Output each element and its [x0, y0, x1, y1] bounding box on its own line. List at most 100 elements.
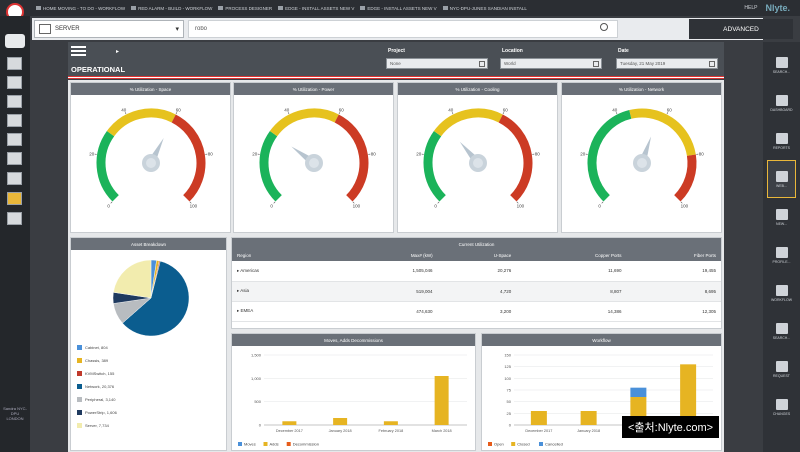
gauge-title: % Utilization - Space: [71, 83, 230, 95]
y-tick-label: 150: [504, 353, 511, 358]
rightnav-label: NEW...: [776, 221, 787, 226]
y-tick-label: 500: [254, 399, 261, 404]
nav-tool-icon: [775, 284, 788, 296]
rightnav-item[interactable]: CHANGES: [767, 388, 796, 426]
advanced-button[interactable]: ADVANCED: [689, 19, 793, 39]
moves-chart: 0 500 1,000 1,500 December 2017 January 2018 F…: [238, 353, 467, 447]
rightnav-item[interactable]: REQUEST: [767, 350, 796, 388]
expand-icon[interactable]: ▸: [237, 288, 241, 293]
rightnav-item[interactable]: SEARCH...: [767, 46, 796, 84]
rightnav-item[interactable]: WEB...: [767, 160, 796, 198]
watermark: <출처:Nlyte.com>: [622, 416, 720, 438]
breadcrumb-item[interactable]: RED ALARM - BUILD - WORKFLOW: [131, 6, 212, 11]
chart-icon[interactable]: [7, 152, 22, 165]
gauge-tick: [601, 201, 604, 204]
rightnav-label: REPORTS: [773, 145, 790, 150]
date-value: Tuesday, 21 May 2019: [620, 61, 666, 66]
utilization-panel: Current Utilization Region Max# (kW) U-Spa…: [231, 237, 722, 329]
settings-icon[interactable]: [7, 212, 22, 225]
gauge-tick: [287, 112, 290, 115]
gauge-tick-label: 0: [434, 203, 437, 208]
legend-label: Adds: [270, 442, 279, 447]
document-icon[interactable]: [7, 172, 22, 185]
breadcrumb-item[interactable]: EDGE - INSTALL ASSETS NEW V: [278, 6, 354, 11]
logo: [0, 0, 30, 21]
gauge-hub-inner: [146, 158, 156, 168]
breadcrumb-label: PROCESS DESIGNER: [225, 5, 273, 11]
location-field[interactable]: World: [500, 58, 602, 69]
rightnav-item[interactable]: REPORTS: [767, 122, 796, 160]
expand-icon[interactable]: ▸: [237, 267, 241, 273]
gauge-band: [433, 108, 503, 137]
expand-icon[interactable]: ▸: [116, 49, 120, 55]
column-header: Max# (kW): [344, 250, 438, 261]
users-icon[interactable]: [5, 34, 25, 48]
rightnav-label: PROFILE...: [772, 259, 791, 264]
legend-label: Closed: [517, 442, 529, 447]
scope-select[interactable]: SERVER ▾: [34, 20, 184, 38]
gauge-tick-label: 80: [208, 152, 214, 157]
left-nav: Sandra NYC-DPU LONDON: [0, 16, 30, 452]
rightnav-item[interactable]: SEARCH...: [767, 312, 796, 350]
gauge-hub-inner: [309, 158, 319, 168]
project-field[interactable]: None: [386, 58, 488, 69]
x-tick-label: January 2018: [577, 429, 600, 433]
breadcrumb-label: HOME MOVING - TO DO - WORKFLOW: [43, 5, 126, 11]
assets-icon[interactable]: [7, 76, 22, 89]
legend-label: Server, 7,734: [85, 423, 109, 428]
date-field[interactable]: Tuesday, 21 May 2019: [616, 58, 718, 69]
rightnav-item[interactable]: WORKFLOW: [767, 274, 796, 312]
table-row[interactable]: ▸ Americas 1,505,046 20,276 11,690 19,455: [232, 261, 721, 282]
dashboard-icon[interactable]: [7, 192, 22, 205]
y-tick-label: 0: [509, 423, 512, 428]
gauge-tick: [451, 112, 454, 115]
legend-swatch: [539, 442, 543, 446]
gauge-panel: % Utilization - Network 0 20 40 60 80 100: [561, 82, 722, 233]
tab-icon: [360, 6, 366, 10]
brand-suffix: .: [787, 3, 790, 13]
breadcrumb-item[interactable]: EDGE - INSTALL ASSETS NEW V: [360, 6, 437, 11]
rightnav-item[interactable]: NEW...: [767, 198, 796, 236]
x-tick-label: February 2018: [379, 429, 404, 433]
gauge-tick-label: 60: [176, 108, 182, 113]
column-header: Region: [232, 250, 345, 261]
table-row[interactable]: ▸ Asia 519,004 4,720 8,807 8,695: [232, 281, 721, 302]
gauge-tick-label: 100: [681, 203, 689, 208]
rightnav-item[interactable]: DASHBOARD: [767, 84, 796, 122]
gauge-title: % Utilization - Network: [562, 83, 721, 95]
breadcrumb-item[interactable]: HOME MOVING - TO DO - WORKFLOW: [36, 6, 125, 11]
gauge-tick: [338, 112, 341, 115]
grid-icon[interactable]: [7, 133, 22, 146]
legend-swatch: [77, 423, 82, 428]
table-cell: ▸ EMEA: [232, 301, 345, 322]
table-row[interactable]: ▸ EMEA 474,630 3,200 14,386 12,305: [232, 301, 721, 322]
bar: [530, 411, 547, 425]
rightnav-item[interactable]: PROFILE...: [767, 236, 796, 274]
gauge-tick-label: 40: [284, 108, 290, 113]
floorplan-icon[interactable]: [7, 114, 22, 127]
gauge-tick-label: 60: [503, 108, 509, 113]
bar: [630, 387, 647, 397]
search-input[interactable]: [188, 20, 618, 38]
breadcrumb-item[interactable]: NYC-DPU-JUNES SANDIAN INSTALL: [442, 6, 527, 11]
gauge-tick-label: 0: [107, 203, 110, 208]
gauge-tick-label: 0: [270, 203, 273, 208]
breadcrumb-item[interactable]: PROCESS DESIGNER: [218, 6, 272, 11]
help-link[interactable]: HELP: [744, 5, 758, 11]
gauge-tick: [175, 112, 178, 115]
menu-icon[interactable]: [71, 46, 86, 58]
search-icon[interactable]: [600, 23, 608, 31]
cabinet-icon[interactable]: [7, 95, 22, 108]
rightnav-label: REQUEST: [773, 373, 790, 378]
region-label: Americas: [240, 267, 260, 273]
tab-icon: [131, 6, 137, 10]
expand-icon[interactable]: ▸: [237, 308, 241, 313]
legend-label: Chassis, 389: [85, 358, 109, 363]
x-tick-label: December 2017: [276, 429, 303, 433]
gauge-band: [96, 130, 119, 202]
nav-tool-icon: [775, 94, 788, 106]
home-icon[interactable]: [7, 57, 22, 70]
legend-label: Open: [494, 442, 504, 447]
legend-item: Peripheral, 3,140: [77, 393, 117, 406]
gauge-tick: [124, 112, 127, 115]
